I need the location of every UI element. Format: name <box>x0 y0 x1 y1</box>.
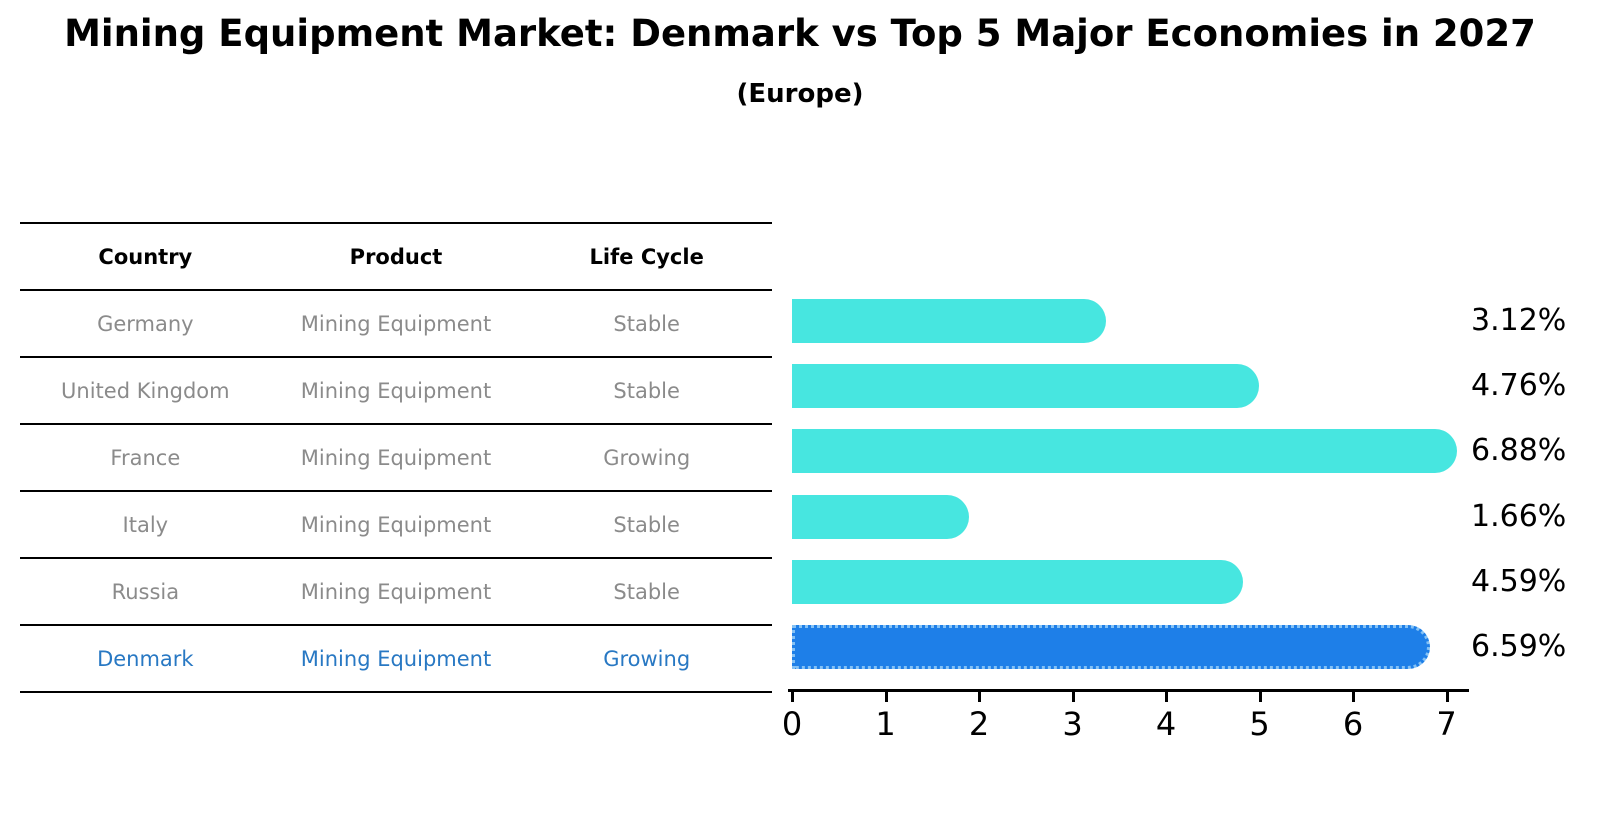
bar-denmark <box>792 625 1431 669</box>
bar-italy <box>792 495 970 539</box>
country-table: Country Product Life Cycle Germany Mining E… <box>20 222 772 693</box>
x-axis-tick <box>791 692 794 702</box>
x-axis-tick <box>978 692 981 702</box>
x-axis-tick-label: 2 <box>968 705 990 743</box>
x-axis-tick <box>884 692 888 702</box>
x-axis-tick-label: 5 <box>1249 705 1270 743</box>
life-cycle-cell: Stable <box>613 512 680 537</box>
chart-subtitle: (Europe) <box>736 79 864 109</box>
life-cycle-cell: Stable <box>613 579 680 604</box>
country-cell: Russia <box>111 579 180 604</box>
value-label: 4.76% <box>1471 368 1567 403</box>
x-axis-tick-label: 1 <box>875 705 896 743</box>
value-label: 6.59% <box>1471 629 1567 664</box>
bar-united-kingdom <box>792 364 1260 408</box>
column-header-product: Product <box>349 244 443 269</box>
country-cell: Denmark <box>97 646 194 671</box>
value-label: 4.59% <box>1471 564 1567 599</box>
country-cell: United Kingdom <box>61 378 230 403</box>
country-cell: Germany <box>97 311 194 336</box>
x-axis-tick <box>1165 692 1168 702</box>
x-axis-tick-label: 6 <box>1342 705 1364 743</box>
table-row-united-kingdom: United Kingdom Mining Equipment Stable <box>20 358 772 425</box>
table-row-france: France Mining Equipment Growing <box>20 425 772 492</box>
life-cycle-cell: Growing <box>603 646 691 671</box>
x-axis-tick <box>1352 692 1355 702</box>
x-axis-tick-label: 4 <box>1155 705 1177 743</box>
product-cell: Mining Equipment <box>300 512 492 537</box>
x-axis-tick-label: 3 <box>1062 705 1083 743</box>
product-cell: Mining Equipment <box>300 445 492 470</box>
product-cell: Mining Equipment <box>300 378 492 403</box>
bar-russia <box>792 560 1244 604</box>
bar-germany <box>792 299 1106 343</box>
product-cell: Mining Equipment <box>300 646 492 671</box>
product-cell: Mining Equipment <box>300 311 492 336</box>
table-row-denmark: Denmark Mining Equipment Growing <box>20 626 772 693</box>
bar-france <box>792 429 1458 473</box>
value-label: 3.12% <box>1471 303 1567 338</box>
country-cell: Italy <box>122 512 169 537</box>
table-row-russia: Russia Mining Equipment Stable <box>20 559 772 626</box>
product-cell: Mining Equipment <box>300 579 492 604</box>
table-row-italy: Italy Mining Equipment Stable <box>20 492 772 559</box>
column-header-country: Country <box>98 244 193 269</box>
life-cycle-cell: Stable <box>613 311 680 336</box>
life-cycle-cell: Growing <box>603 445 691 470</box>
x-axis-tick <box>1445 692 1449 702</box>
x-axis-tick-label: 7 <box>1436 705 1457 743</box>
table-row-germany: Germany Mining Equipment Stable <box>20 291 772 358</box>
chart-title: Mining Equipment Market: Denmark vs Top … <box>64 12 1536 55</box>
country-cell: France <box>110 445 181 470</box>
x-axis-tick-label: 0 <box>781 705 803 743</box>
table-header-row: Country Product Life Cycle <box>20 224 772 291</box>
value-label: 1.66% <box>1471 499 1567 534</box>
x-axis-line <box>788 689 1469 692</box>
x-axis-tick <box>1258 692 1262 702</box>
life-cycle-cell: Stable <box>613 378 680 403</box>
column-header-life-cycle: Life Cycle <box>589 244 704 269</box>
x-axis-tick <box>1071 692 1075 702</box>
value-label: 6.88% <box>1471 433 1567 468</box>
